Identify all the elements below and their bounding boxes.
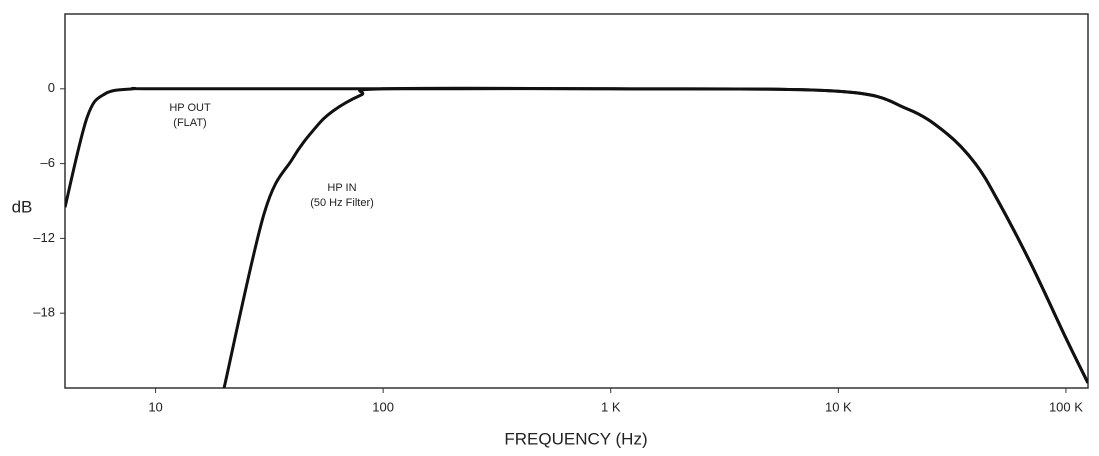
series-sublabel: (FLAT) bbox=[173, 117, 206, 129]
y-tick-label: –6 bbox=[41, 155, 55, 170]
y-axis-label: dB bbox=[12, 197, 33, 216]
x-tick-label: 1 K bbox=[601, 399, 621, 414]
x-tick-label: 10 K bbox=[825, 399, 852, 414]
line-series bbox=[65, 86, 1088, 384]
y-tick-label: 0 bbox=[48, 80, 55, 95]
series-sublabel: (50 Hz Filter) bbox=[310, 197, 374, 209]
x-tick-label: 100 bbox=[372, 399, 394, 414]
x-tick-label: 100 K bbox=[1049, 399, 1083, 414]
series-label: HP IN bbox=[327, 182, 356, 194]
x-tick-label: 10 bbox=[148, 399, 162, 414]
x-axis-label: FREQUENCY (Hz) bbox=[504, 429, 647, 448]
plot-frame bbox=[64, 13, 1089, 389]
y-tick-label: –12 bbox=[33, 230, 55, 245]
y-tick-label: –18 bbox=[33, 305, 55, 320]
line-series bbox=[222, 86, 1088, 388]
series-label: HP OUT bbox=[169, 102, 211, 114]
